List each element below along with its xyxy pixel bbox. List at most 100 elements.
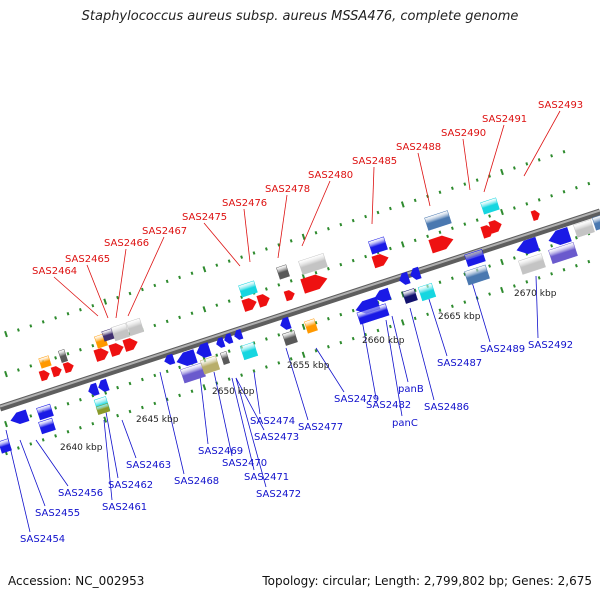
major-tick [301,323,306,330]
minor-tick [227,349,231,353]
minor-tick [339,222,343,227]
gene-blue-block [38,417,56,435]
minor-tick [587,181,591,186]
gene-red-right-arrow [38,370,50,382]
minor-tick [562,190,566,194]
gene-label-bottom: SAS2479 [334,394,379,405]
minor-tick [426,312,430,317]
major-tick [400,319,405,326]
gene-orange-block [304,318,318,334]
minor-tick [450,276,454,280]
leader-line [462,138,471,191]
gene-blue-block [36,403,54,421]
minor-tick [537,198,541,202]
scale-label: 2640 kbp [60,443,103,453]
leader-line [277,194,288,259]
minor-tick [165,279,169,284]
gene-label-bottom: SAS2474 [250,416,295,427]
gene-blue-block [368,236,388,255]
gene-label-bottom: SAS2470 [222,458,267,469]
minor-tick [550,244,554,248]
minor-tick [190,311,194,316]
gene-label-top: SAS2467 [142,226,187,237]
gene-red-right-arrow [50,366,62,378]
minor-tick [289,357,293,361]
gene-blue-left-arrow [164,353,176,365]
backbone-layer [0,208,600,412]
backbone-highlight [0,209,600,408]
gene-darkgray-block [57,349,69,363]
major-tick [500,258,504,266]
minor-tick [326,316,330,321]
gene-label-bottom: SAS2463 [126,460,171,471]
minor-tick [140,405,144,410]
minor-tick [587,259,591,264]
minor-tick [178,365,182,370]
minor-tick [277,361,281,365]
scale-label: 2645 kbp [136,415,179,425]
gene-label-bottom: SAS2473 [254,432,299,443]
minor-tick [550,154,554,158]
major-tick [202,266,207,273]
minor-tick [339,262,343,267]
minor-tick [116,413,120,418]
gene-red-right-arrow [241,298,257,312]
gene-gray-block [298,252,328,276]
leader-line [483,124,505,193]
scale-label: 2660 kbp [362,336,405,346]
leader-line [361,319,377,399]
gene-steel-block [591,214,600,231]
gene-red-right-arrow [93,348,109,362]
leader-line [231,377,255,471]
leader-line [301,180,331,247]
gene-blue-block [356,303,390,325]
gene-darkgray-block [219,351,231,365]
gene-label-bottom: panB [398,384,424,395]
leader-line [199,375,209,445]
major-tick [4,420,8,428]
gene-blue-left-arrow [516,236,540,255]
gene-label-bottom: SAS2477 [298,422,343,433]
minor-tick [339,340,343,345]
minor-tick [66,352,70,356]
minor-tick [178,393,182,398]
gene-label-top: SAS2488 [396,142,441,153]
minor-tick [475,218,479,222]
minor-tick [178,275,182,280]
minor-tick [128,409,132,414]
leader-line [409,307,435,401]
accession-text: Accession: NC_002953 [8,574,145,588]
gene-label-top: SAS2480 [308,170,353,181]
minor-tick [351,218,355,223]
minor-tick [463,222,467,226]
minor-tick [128,291,132,296]
minor-tick [512,206,516,210]
leader-line [105,411,119,479]
gene-red-right-arrow [371,254,389,269]
leader-line [391,315,409,383]
minor-tick [314,231,318,235]
minor-tick [227,259,231,263]
leader-line [371,166,375,225]
gene-label-bottom: SAS2469 [198,446,243,457]
gene-steel-block [464,264,490,286]
minor-tick [190,389,194,394]
scale-label: 2665 kbp [438,312,481,322]
minor-tick [376,210,380,215]
minor-tick [116,385,120,390]
gene-darkgray-block [282,330,298,346]
minor-tick [525,202,529,206]
gene-label-bottom: SAS2472 [256,489,301,500]
gene-gray-block [518,253,546,275]
gene-label-top: SAS2465 [65,254,110,265]
gene-label-bottom: SAS2454 [20,534,65,545]
leader-line [235,377,267,488]
gene-olive-block [95,403,111,415]
minor-tick [153,323,157,328]
gene-label-bottom: SAS2487 [437,358,482,369]
minor-tick [91,343,95,348]
scale-label-layer: 2640 kbp 2645 kbp 2650 kbp 2655 kbp 2660 kbp… [60,289,557,453]
gene-lavender-block [548,241,578,265]
leader-line [103,419,113,501]
